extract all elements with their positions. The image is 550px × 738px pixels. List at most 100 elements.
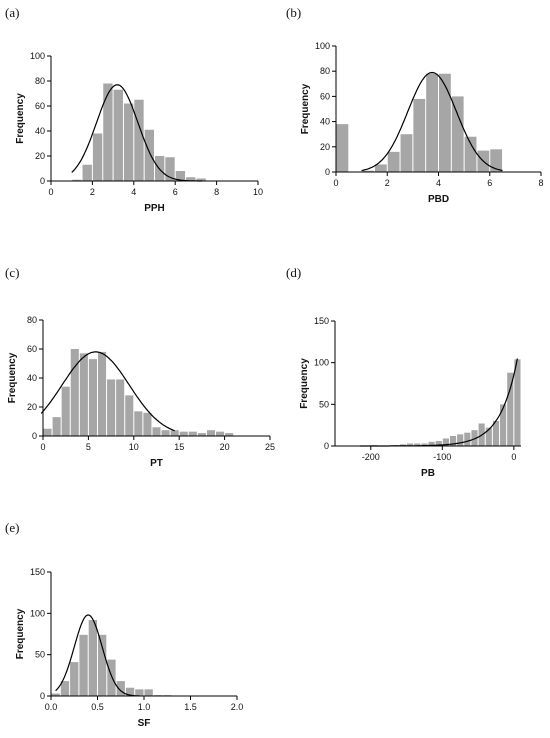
xtick-label-b-1: 2 [385,178,390,188]
ylabel-b: Frequency [300,83,311,134]
ytick-label-d-0: 0 [324,441,329,451]
xtick-label-a-1: 2 [90,187,95,197]
bar-c-4 [79,353,88,436]
bar-c-2 [61,386,70,436]
bar-c-19 [216,431,225,436]
ytick-label-b-2: 40 [320,117,330,127]
xlabel-b: PBD [428,194,449,205]
xtick-label-a-2: 4 [131,187,136,197]
bar-c-1 [52,417,61,436]
ylabel-d: Frequency [299,358,310,409]
bar-e-5 [98,634,107,696]
bar-c-13 [161,430,170,436]
xtick-label-b-3: 6 [487,178,492,188]
bar-e-9 [135,689,144,696]
bar-c-0 [43,428,52,436]
bar-b-11 [490,149,503,172]
ylabel-e: Frequency [15,608,26,659]
xlabel-a: PPH [144,203,165,214]
bar-b-8 [451,96,464,172]
xtick-label-d-2: 0 [511,452,516,462]
bar-b-7 [439,73,451,172]
bar-a-0 [72,179,82,181]
bar-d-6 [407,443,414,446]
xtick-label-b-2: 4 [436,178,441,188]
bar-a-3 [103,83,113,181]
ytick-label-e-2: 100 [30,608,45,618]
bar-b-5 [413,98,426,172]
ytick-label-b-3: 60 [320,91,330,101]
bar-a-1 [82,164,92,181]
xtick-label-c-0: 0 [40,442,45,452]
xtick-label-a-0: 0 [48,187,53,197]
bar-b-6 [426,73,438,172]
ytick-label-b-1: 20 [320,142,330,152]
ytick-label-b-5: 100 [315,41,330,51]
bar-e-3 [79,634,88,696]
ytick-label-d-1: 50 [319,399,329,409]
xtick-label-d-0: -200 [362,452,380,462]
ytick-label-b-0: 0 [325,167,330,177]
bar-d-7 [414,443,421,446]
bar-a-9 [165,157,175,181]
bar-b-9 [464,136,477,172]
ytick-label-c-2: 40 [27,373,37,383]
xtick-label-c-4: 20 [220,442,230,452]
bar-e-0 [51,693,60,696]
ytick-label-a-3: 60 [35,101,45,111]
bar-c-7 [107,379,116,436]
xlabel-c: PT [150,458,163,469]
ytick-label-a-0: 0 [40,176,45,186]
bar-d-18 [492,421,500,446]
bar-c-15 [179,431,188,436]
xtick-label-c-2: 10 [129,442,139,452]
bar-a-2 [92,133,103,181]
xtick-label-c-5: 25 [265,442,275,452]
fit-curve-e [55,614,140,697]
ytick-label-b-4: 80 [320,66,330,76]
xtick-label-d-1: -100 [433,452,451,462]
fit-curve-c [40,351,175,432]
bar-d-14 [464,432,471,446]
bar-e-4 [88,619,97,696]
panel-letter-c: (c) [5,265,20,280]
bar-c-16 [188,431,197,436]
ytick-label-c-3: 60 [27,344,37,354]
bar-b-2 [374,164,387,172]
ytick-label-e-1: 50 [35,650,45,660]
bar-c-20 [225,433,234,436]
xtick-label-c-3: 15 [174,442,184,452]
bar-d-13 [457,434,464,446]
xtick-label-c-1: 5 [86,442,91,452]
xtick-label-e-3: 1.5 [184,702,197,712]
bar-b-3 [387,151,400,172]
bar-c-10 [134,411,143,436]
bar-c-8 [116,379,125,436]
bar-a-5 [123,103,134,181]
bar-d-5 [399,444,407,446]
bar-c-18 [206,430,216,436]
bar-d-17 [485,427,492,446]
ytick-label-e-0: 0 [40,691,45,701]
bar-d-8 [421,443,428,446]
bar-e-6 [107,659,116,696]
bar-c-12 [152,427,161,436]
bar-e-7 [116,681,125,696]
ytick-label-e-3: 150 [30,567,45,577]
xtick-label-e-4: 2.0 [231,702,244,712]
bar-d-21 [514,359,521,446]
bar-e-10 [144,689,153,696]
xlabel-d: PB [421,468,435,479]
fit-curve-b [361,71,503,172]
bar-c-17 [197,433,206,436]
xtick-label-b-0: 0 [333,178,338,188]
bar-b-0 [336,124,349,172]
ytick-label-d-3: 150 [314,316,329,326]
bar-c-9 [125,395,134,436]
bar-d-20 [507,372,514,446]
bar-a-12 [196,178,206,181]
bar-c-3 [70,349,79,436]
xtick-label-b-4: 8 [538,178,543,188]
bar-d-11 [442,438,449,446]
